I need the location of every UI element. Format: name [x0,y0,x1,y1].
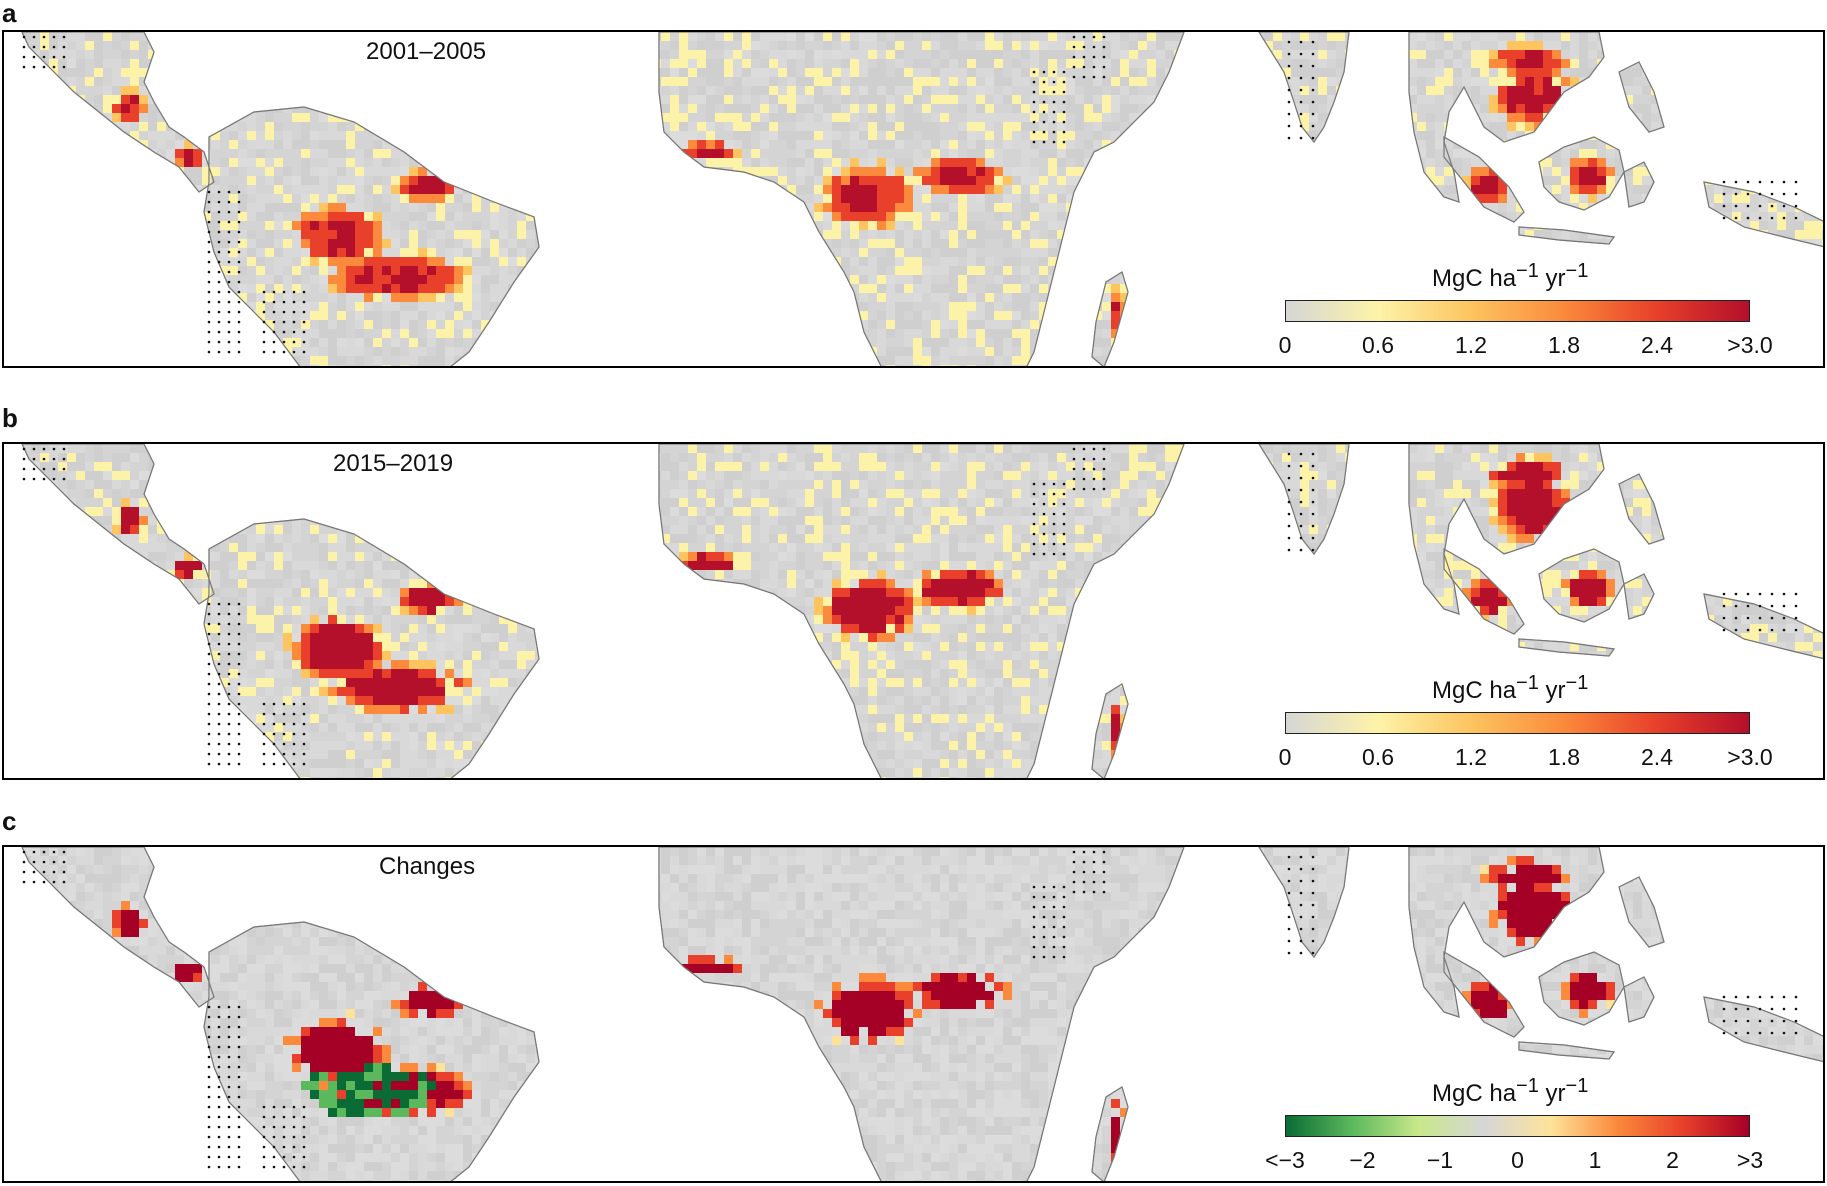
panel-letter-b: b [2,405,18,431]
period-label: Changes [379,853,475,881]
colorbar [1285,712,1750,734]
colorbar-tick-label: 0 [1279,332,1292,359]
colorbar-tick-label: >3.0 [1727,744,1772,771]
map-panel-c: Changes MgC ha−1 yr−1 <−3 −2 −1 0 1 2 >3 [2,845,1825,1183]
map [21,32,1823,366]
colorbar-tick-label: >3 [1737,1147,1763,1174]
colorbar-ticks: 0 0.6 1.2 1.8 2.4 >3.0 [1279,744,1773,774]
colorbar [1285,1115,1750,1137]
colorbar-tick-label: 1.2 [1455,332,1487,359]
colorbar-tick-label: 0.6 [1362,744,1394,771]
map-panel-a: 2001–2005 MgC ha−1 yr−1 0 0.6 1.2 1.8 2.4 >3.… [2,30,1825,368]
colorbar-tick-label: 1.8 [1548,744,1580,771]
colorbar-ticks: <−3 −2 −1 0 1 2 >3 [1265,1147,1763,1177]
colorbar-tick-label: −1 [1427,1147,1453,1174]
colorbar-tick-label: 2 [1666,1147,1679,1174]
colorbar-title: MgC ha−1 yr−1 [1432,260,1588,293]
colorbar-tick-label: 0 [1279,744,1292,771]
colorbar-tick-label: <−3 [1265,1147,1305,1174]
panel-letter-a: a [2,0,16,26]
colorbar-tick-label: >3.0 [1727,332,1772,359]
colorbar-tick-label: 1.8 [1548,332,1580,359]
period-label: 2015–2019 [333,450,453,478]
map [21,444,1823,778]
colorbar-tick-label: 2.4 [1641,744,1673,771]
colorbar-tick-label: 2.4 [1641,332,1673,359]
colorbar-title: MgC ha−1 yr−1 [1432,672,1588,705]
colorbar-tick-label: 1 [1589,1147,1602,1174]
colorbar-tick-label: −2 [1349,1147,1375,1174]
colorbar-ticks: 0 0.6 1.2 1.8 2.4 >3.0 [1279,332,1773,362]
colorbar-tick-label: 0.6 [1362,332,1394,359]
colorbar [1285,300,1750,322]
panel-letter-c: c [2,808,16,834]
map-panel-b: 2015–2019 MgC ha−1 yr−1 0 0.6 1.2 1.8 2.4 >3.… [2,442,1825,780]
map [21,847,1823,1181]
colorbar-tick-label: 1.2 [1455,744,1487,771]
colorbar-title: MgC ha−1 yr−1 [1432,1075,1588,1108]
colorbar-tick-label: 0 [1511,1147,1524,1174]
period-label: 2001–2005 [366,38,486,66]
